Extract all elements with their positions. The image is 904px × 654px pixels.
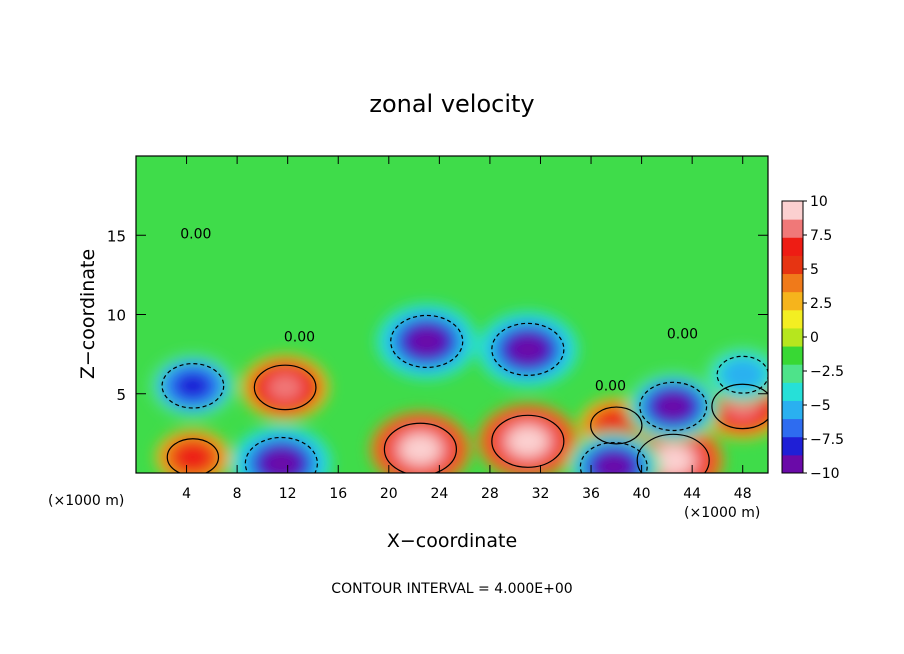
x-tick-label: 48 — [734, 486, 752, 502]
colorbar-tick-label: 0 — [810, 330, 819, 346]
colorbar-swatch — [782, 346, 803, 365]
colorbar-tick-label: −7.5 — [810, 432, 844, 448]
colorbar-tick-label: 10 — [810, 194, 828, 210]
x-tick-label: 20 — [380, 486, 398, 502]
x-tick-label: 36 — [582, 486, 600, 502]
field-extremum — [178, 446, 208, 469]
x-tick-label: 8 — [233, 486, 242, 502]
contour-line — [636, 433, 710, 473]
contour-line — [383, 422, 457, 473]
x-tick-label: 28 — [481, 486, 499, 502]
contour-interval-note: CONTOUR INTERVAL = 4.000E+00 — [331, 581, 572, 597]
x-tick-label: 16 — [329, 486, 347, 502]
field-extremum — [400, 434, 441, 465]
field-extremum — [654, 392, 692, 421]
y-tick-label: 15 — [107, 227, 126, 245]
field-extremum — [406, 326, 447, 357]
field-extremum — [261, 448, 302, 473]
colorbar-swatch — [782, 309, 803, 329]
contour-line — [590, 406, 643, 445]
colorbar-swatch — [782, 255, 803, 275]
plot-area — [136, 156, 768, 473]
contour-label: 0.00 — [667, 326, 698, 342]
contour-line — [253, 364, 317, 411]
field-extremum — [595, 452, 633, 473]
colorbar-swatch — [782, 436, 803, 456]
y-axis-label: Z−coordinate — [77, 249, 99, 379]
y-tick-label: 5 — [116, 386, 126, 404]
contour-label: 0.00 — [595, 379, 626, 395]
x-unit-right: (×1000 m) — [684, 505, 760, 521]
contour-line — [244, 436, 318, 473]
contour-line — [161, 363, 225, 409]
colorbar-swatch — [782, 201, 803, 220]
colorbar-tick-label: −2.5 — [810, 364, 844, 380]
x-tick-label: 44 — [683, 486, 701, 502]
contour-label: 0.00 — [284, 329, 315, 345]
field-extremum — [507, 334, 548, 365]
x-tick-label: 12 — [279, 486, 297, 502]
colorbar-swatch — [782, 273, 803, 293]
x-tick-label: 40 — [633, 486, 651, 502]
contour-line — [491, 414, 565, 468]
colorbar-tick-label: −10 — [810, 466, 840, 482]
field-extremum — [727, 363, 758, 386]
field-extremum — [175, 372, 211, 399]
x-tick-label: 32 — [532, 486, 550, 502]
colorbar-swatch — [782, 400, 803, 420]
colorbar-swatch — [782, 237, 803, 256]
colorbar-swatch — [782, 382, 803, 401]
colorbar-tick-label: 5 — [810, 262, 819, 278]
x-tick-label: 4 — [182, 486, 191, 502]
x-unit-left: (×1000 m) — [48, 493, 124, 509]
colorbar-tick-label: 2.5 — [810, 296, 832, 312]
colorbar-swatch — [782, 219, 803, 238]
colorbar-swatch — [782, 454, 803, 474]
y-tick-label: 10 — [107, 307, 126, 325]
contour-line — [491, 322, 565, 376]
colorbar-tick-label: 7.5 — [810, 228, 832, 244]
colorbar-swatch — [782, 418, 803, 438]
field-extremum — [653, 445, 694, 473]
contour-line — [579, 441, 648, 473]
chart-title: zonal velocity — [369, 90, 534, 118]
contour-line — [639, 381, 708, 432]
colorbar-swatch — [782, 327, 803, 347]
x-axis-label: X−coordinate — [387, 530, 517, 552]
contour-label: 0.00 — [180, 226, 211, 242]
colorbar-swatch — [782, 291, 803, 311]
x-tick-label: 24 — [430, 486, 448, 502]
contour-line — [390, 314, 464, 369]
contour-line — [166, 438, 220, 473]
colorbar-tick-label: −5 — [810, 398, 831, 414]
colorbar-swatch — [782, 364, 803, 383]
contour-line — [711, 383, 768, 430]
field-extremum — [601, 414, 632, 437]
field-extremum — [507, 426, 548, 457]
field-extremum — [267, 374, 303, 401]
